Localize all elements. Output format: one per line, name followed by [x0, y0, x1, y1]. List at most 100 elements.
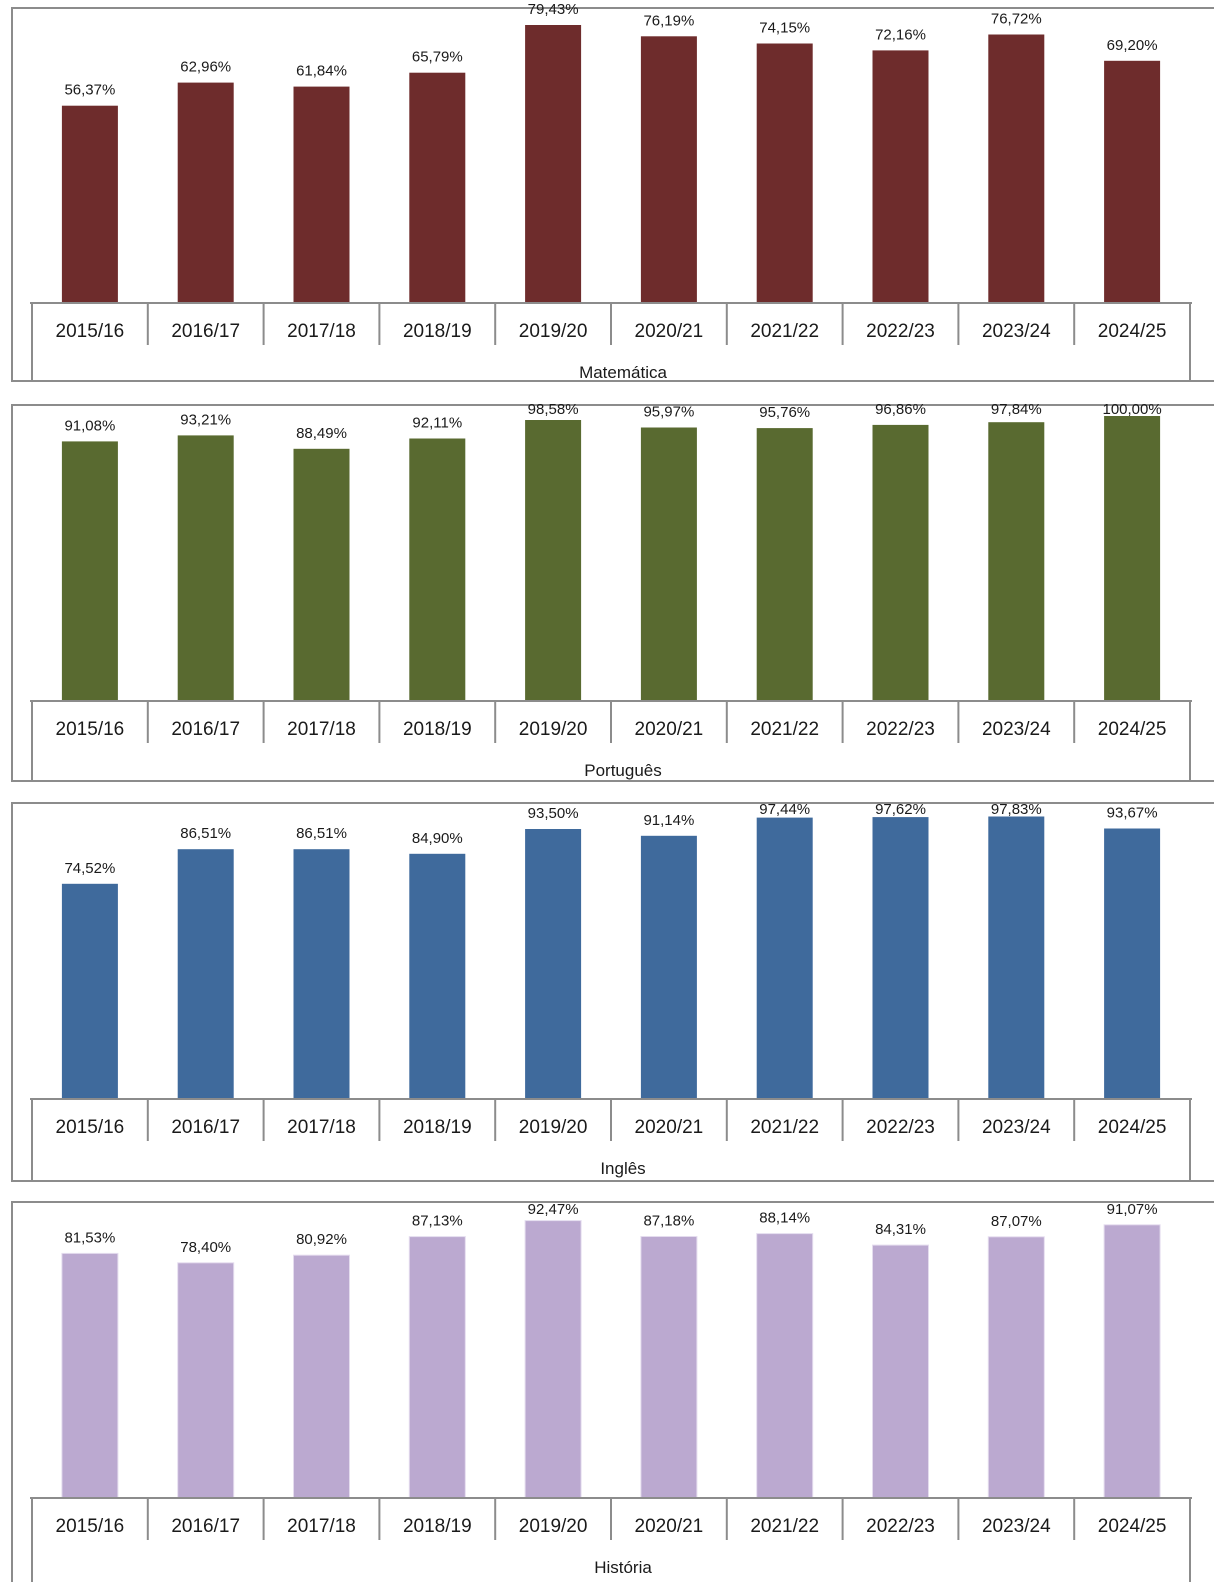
- x-tick-label: 2022/23: [866, 1516, 935, 1537]
- bar-2019-20: [525, 420, 582, 701]
- data-label: 92,11%: [412, 415, 462, 432]
- x-tick-label: 2024/25: [1098, 1117, 1167, 1138]
- data-label: 88,49%: [296, 425, 347, 442]
- bar-2018-19: [409, 438, 466, 701]
- data-label: 98,58%: [528, 401, 579, 418]
- x-tick-label: 2017/18: [287, 719, 356, 740]
- data-label: 96,86%: [875, 401, 926, 418]
- chart-frame: [11, 7, 1214, 382]
- x-tick-label: 2018/19: [403, 719, 472, 740]
- x-tick-label: 2024/25: [1098, 1516, 1167, 1537]
- bar-2023-24: [988, 816, 1045, 1099]
- data-label: 97,83%: [991, 801, 1042, 818]
- data-label: 80,92%: [296, 1231, 347, 1248]
- data-label: 92,47%: [528, 1201, 579, 1218]
- chart-frame: [11, 404, 1214, 782]
- x-tick-label: 2022/23: [866, 719, 935, 740]
- data-label: 74,15%: [759, 20, 810, 37]
- x-tick-label: 2021/22: [750, 1516, 819, 1537]
- x-tick-label: 2020/21: [635, 1117, 704, 1138]
- x-tick-label: 2024/25: [1098, 719, 1167, 740]
- chart-panel-historia: 81,53% 78,40% 80,92% 87,13% 92,47% 87,18% 88,1…: [0, 1200, 1215, 1582]
- data-label: 65,79%: [412, 49, 463, 66]
- data-label: 56,37%: [64, 82, 115, 99]
- bar-2020-21: [640, 36, 697, 304]
- bar-2019-20: [525, 25, 582, 303]
- x-tick-label: 2019/20: [519, 1516, 588, 1537]
- bar-2018-19: [408, 1236, 466, 1499]
- chart-matematica: 56,37% 62,96% 61,84% 65,79% 79,43% 76,19% 74,1…: [11, 1, 1214, 382]
- x-tick-label: 2017/18: [287, 321, 356, 342]
- x-tick-label: 2023/24: [982, 719, 1051, 740]
- x-tick-label: 2021/22: [750, 321, 819, 342]
- chart-ingles: 74,52% 86,51% 86,51% 84,90% 93,50% 91,14% 97,4…: [11, 801, 1214, 1182]
- data-label: 91,07%: [1107, 1201, 1158, 1218]
- x-tick-label: 2019/20: [519, 719, 588, 740]
- data-label: 95,76%: [759, 404, 810, 421]
- bar-2020-21: [640, 1236, 698, 1499]
- x-tick-label: 2021/22: [750, 1117, 819, 1138]
- bar-2024-25: [1103, 1224, 1161, 1499]
- chart-historia: 81,53% 78,40% 80,92% 87,13% 92,47% 87,18% 88,1…: [11, 1201, 1214, 1582]
- x-tick-label: 2022/23: [866, 1117, 935, 1138]
- x-tick-label: 2023/24: [982, 1516, 1051, 1537]
- data-label: 88,14%: [759, 1210, 810, 1227]
- data-label: 97,62%: [875, 801, 926, 818]
- data-label: 95,97%: [643, 404, 694, 421]
- x-tick-label: 2018/19: [403, 1516, 472, 1537]
- data-label: 100,00%: [1102, 401, 1161, 418]
- bar-2023-24: [988, 422, 1045, 701]
- x-tick-label: 2020/21: [635, 321, 704, 342]
- bar-2017-18: [293, 849, 350, 1099]
- data-label: 72,16%: [875, 26, 926, 43]
- data-label: 84,90%: [412, 830, 463, 847]
- data-label: 87,18%: [643, 1213, 694, 1230]
- bar-2017-18: [293, 86, 350, 303]
- data-label: 78,40%: [180, 1239, 231, 1256]
- bar-2021-22: [756, 1233, 814, 1499]
- chart-portugues: 91,08% 93,21% 88,49% 92,11% 98,58% 95,97% 95,7…: [11, 401, 1214, 782]
- bar-2016-17: [177, 435, 234, 701]
- data-label: 93,21%: [180, 411, 231, 428]
- data-label: 74,52%: [64, 860, 115, 877]
- x-tick-label: 2015/16: [56, 1117, 125, 1138]
- data-label: 93,50%: [528, 805, 579, 822]
- bar-2016-17: [177, 1262, 235, 1499]
- data-label: 91,14%: [643, 812, 694, 829]
- data-label: 86,51%: [296, 825, 347, 842]
- bar-2017-18: [293, 448, 350, 701]
- x-axis-title-matematica: Matemática: [579, 363, 667, 382]
- x-tick-label: 2017/18: [287, 1117, 356, 1138]
- bar-2022-23: [872, 1244, 929, 1499]
- x-tick-label: 2022/23: [866, 321, 935, 342]
- x-tick-label: 2016/17: [171, 1516, 240, 1537]
- bar-2018-19: [409, 853, 466, 1099]
- bar-2018-19: [409, 72, 466, 303]
- bar-2024-25: [1104, 416, 1161, 701]
- bar-2015-16: [61, 883, 118, 1099]
- data-label: 97,84%: [991, 401, 1042, 418]
- x-axis-title-historia: História: [594, 1558, 652, 1577]
- bar-2015-16: [61, 441, 118, 701]
- x-tick-label: 2024/25: [1098, 321, 1167, 342]
- data-label: 81,53%: [64, 1229, 115, 1246]
- data-label: 62,96%: [180, 59, 231, 76]
- bar-2020-21: [640, 427, 697, 701]
- data-label: 87,13%: [412, 1213, 463, 1230]
- x-tick-label: 2015/16: [56, 719, 125, 740]
- bar-2022-23: [872, 50, 929, 304]
- chart-panel-matematica: 56,37% 62,96% 61,84% 65,79% 79,43% 76,19% 74,1…: [0, 0, 1215, 392]
- bar-2016-17: [177, 82, 234, 303]
- bar-2021-22: [756, 43, 813, 303]
- bar-2017-18: [293, 1254, 350, 1499]
- bar-2015-16: [61, 1252, 119, 1499]
- x-tick-label: 2016/17: [171, 1117, 240, 1138]
- x-tick-label: 2023/24: [982, 321, 1051, 342]
- bar-2021-22: [756, 428, 813, 701]
- data-label: 87,07%: [991, 1213, 1042, 1230]
- data-label: 76,19%: [643, 12, 694, 29]
- bar-2023-24: [987, 1236, 1045, 1499]
- bar-2015-16: [61, 105, 118, 303]
- x-tick-label: 2016/17: [171, 321, 240, 342]
- x-tick-label: 2015/16: [56, 1516, 125, 1537]
